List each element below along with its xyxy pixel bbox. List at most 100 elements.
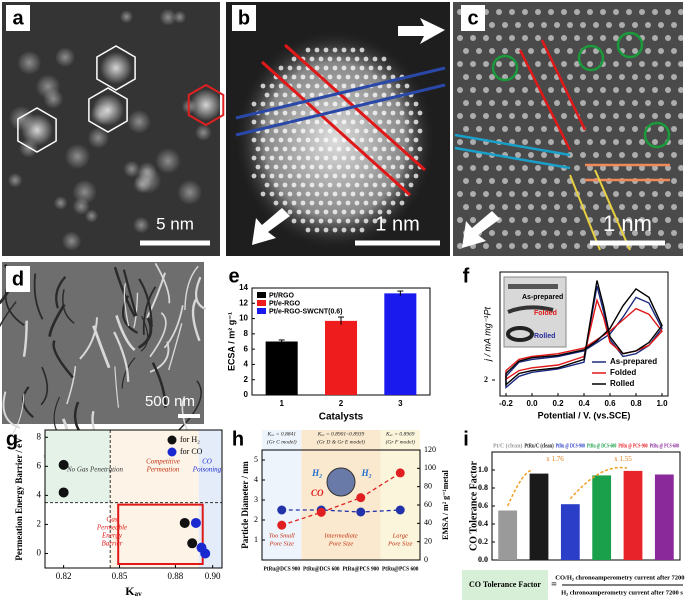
atom — [502, 126, 508, 132]
atom — [287, 173, 293, 179]
bar — [623, 470, 643, 560]
panel-label: h — [232, 428, 244, 450]
sheet-edge — [178, 380, 202, 431]
atom — [345, 128, 351, 134]
atom — [613, 191, 619, 197]
lattice-line — [454, 133, 571, 157]
atom — [541, 178, 547, 184]
atom — [457, 191, 463, 197]
atom — [368, 65, 374, 71]
atom — [600, 113, 606, 119]
atom — [548, 35, 554, 41]
atom — [665, 113, 671, 119]
x-tick-label: 3 — [398, 399, 403, 408]
atom — [318, 200, 324, 206]
annotation: Too Small — [269, 532, 295, 539]
particle — [43, 88, 64, 109]
atom — [291, 200, 297, 206]
atom — [652, 191, 658, 197]
sheet-edge — [11, 393, 25, 436]
atom — [522, 139, 528, 145]
atom — [509, 243, 515, 249]
atom — [372, 110, 378, 116]
atom — [587, 165, 593, 171]
particle — [7, 172, 23, 188]
atom — [665, 87, 671, 93]
point — [58, 459, 69, 470]
atom — [580, 100, 586, 106]
atom — [535, 113, 541, 119]
atom — [323, 101, 329, 107]
atom — [515, 204, 521, 210]
atom — [476, 204, 482, 210]
atom — [404, 101, 410, 107]
atom — [678, 191, 684, 197]
atom — [509, 61, 515, 67]
atom — [323, 227, 329, 233]
scale-bar-label: 5 nm — [156, 214, 194, 233]
atom — [318, 128, 324, 134]
atom — [671, 48, 677, 54]
atom — [332, 209, 338, 215]
atom — [300, 74, 306, 80]
plot-frame — [44, 429, 223, 569]
x-axis-label: Kₐᵥ — [125, 584, 142, 598]
atom — [619, 74, 625, 80]
atom — [282, 74, 288, 80]
annotation: H₂ — [311, 468, 322, 478]
inset-sheet — [507, 305, 554, 314]
atom — [363, 182, 369, 188]
atom — [658, 204, 664, 210]
atom — [639, 191, 645, 197]
y2-tick-label: 60 — [424, 500, 432, 509]
sheet-edge — [79, 317, 98, 360]
particle — [159, 8, 177, 26]
atom — [567, 126, 573, 132]
ratio-arrow — [506, 469, 534, 507]
marker-circle — [616, 31, 644, 59]
atom — [390, 128, 396, 134]
atom — [381, 146, 387, 152]
atom — [645, 100, 651, 106]
atom — [269, 83, 275, 89]
atom — [470, 139, 476, 145]
atom — [541, 204, 547, 210]
atom — [535, 61, 541, 67]
point — [395, 468, 405, 478]
atom — [368, 209, 374, 215]
atom — [372, 146, 378, 152]
atom — [363, 74, 369, 80]
panel-label: e — [228, 265, 239, 287]
atom — [574, 217, 580, 223]
legend-label: Pt/RGO — [269, 292, 294, 299]
atom — [282, 92, 288, 98]
atom — [548, 139, 554, 145]
legend-label: for CO — [180, 447, 203, 456]
atom — [296, 173, 302, 179]
sheet-edge — [151, 362, 167, 408]
atom — [457, 139, 463, 145]
atom — [327, 218, 333, 224]
atom — [282, 128, 288, 134]
particle — [87, 127, 110, 149]
atom — [368, 173, 374, 179]
atom — [269, 137, 275, 143]
atom — [567, 74, 573, 80]
atom — [332, 227, 338, 233]
atom — [363, 200, 369, 206]
atom — [574, 165, 580, 171]
y2-tick-label: 40 — [424, 518, 432, 527]
atom — [359, 227, 365, 233]
atom — [606, 230, 612, 236]
atom — [269, 119, 275, 125]
atom — [671, 74, 677, 80]
atom — [269, 173, 275, 179]
atom — [291, 164, 297, 170]
sheet-edge — [115, 315, 136, 352]
atom — [574, 61, 580, 67]
atom — [341, 191, 347, 197]
atom — [580, 22, 586, 28]
atom — [350, 65, 356, 71]
atom — [345, 182, 351, 188]
